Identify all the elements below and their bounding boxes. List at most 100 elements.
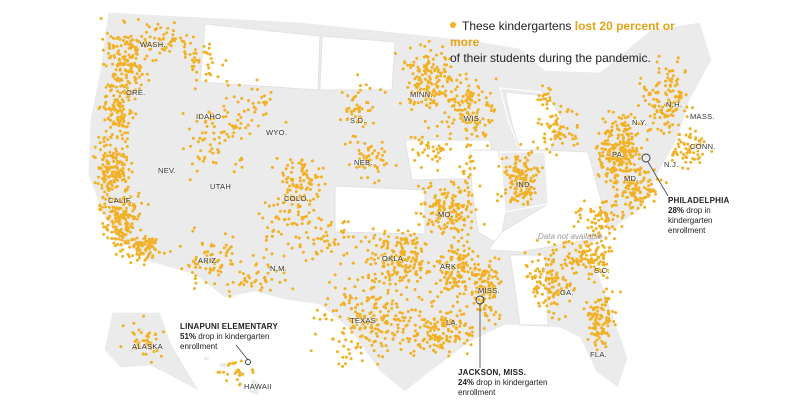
- school-dot: [524, 179, 528, 182]
- school-dot: [679, 91, 683, 95]
- school-dot: [562, 290, 566, 294]
- school-dot: [629, 206, 633, 210]
- school-dot: [432, 94, 436, 98]
- school-dot: [143, 242, 147, 246]
- school-dot: [549, 269, 553, 273]
- school-dot: [227, 135, 231, 139]
- school-dot: [122, 39, 125, 43]
- school-dot: [593, 341, 597, 344]
- school-dot: [665, 109, 669, 113]
- school-dot: [238, 373, 241, 377]
- school-dot: [427, 261, 430, 265]
- school-dot: [564, 278, 568, 282]
- school-dot: [276, 202, 280, 206]
- school-dot: [244, 126, 248, 130]
- school-dot: [545, 107, 549, 110]
- school-dot: [651, 121, 655, 125]
- school-dot: [461, 280, 465, 284]
- school-dot: [432, 264, 436, 268]
- school-dot: [135, 72, 139, 76]
- school-dot: [376, 297, 380, 301]
- school-dot: [488, 121, 492, 124]
- school-dot: [350, 112, 354, 116]
- school-dot: [617, 163, 621, 167]
- school-dot: [493, 108, 497, 112]
- school-dot: [109, 200, 113, 204]
- school-dot: [455, 94, 459, 98]
- school-dot: [646, 192, 650, 196]
- school-dot: [369, 330, 373, 334]
- school-dot: [577, 209, 581, 213]
- school-dot: [681, 156, 685, 160]
- school-dot: [232, 126, 236, 130]
- school-dot: [601, 263, 605, 267]
- school-dot: [466, 88, 470, 92]
- school-dot: [133, 46, 137, 50]
- school-dot: [116, 76, 120, 80]
- school-dot: [537, 286, 541, 290]
- school-dot: [101, 169, 105, 173]
- school-dot: [626, 115, 630, 119]
- school-dot: [408, 46, 412, 50]
- school-dot: [125, 197, 129, 201]
- school-dot: [451, 304, 455, 308]
- school-dot: [385, 258, 389, 262]
- school-dot: [126, 240, 130, 244]
- school-dot: [474, 208, 478, 212]
- school-dot: [669, 69, 673, 73]
- school-dot: [515, 182, 519, 186]
- school-dot: [377, 179, 381, 183]
- school-dot: [138, 248, 142, 252]
- school-dot: [467, 121, 471, 124]
- school-dot: [383, 150, 387, 154]
- school-dot: [462, 341, 466, 345]
- school-dot: [194, 51, 198, 55]
- school-dot: [604, 131, 607, 135]
- school-dot: [593, 333, 597, 337]
- school-dot: [194, 258, 198, 262]
- school-dot: [604, 147, 608, 151]
- school-dot: [112, 241, 116, 245]
- school-dot: [420, 135, 424, 139]
- school-dot: [109, 118, 113, 122]
- school-dot: [414, 260, 418, 264]
- school-dot: [649, 188, 652, 191]
- school-dot: [105, 193, 109, 196]
- school-dot: [684, 93, 688, 97]
- school-dot: [270, 165, 274, 169]
- callout-linapuni-rest1: drop in kindergarten: [196, 332, 270, 341]
- school-dot: [430, 220, 434, 224]
- school-dot: [513, 165, 517, 169]
- school-dot: [113, 199, 117, 203]
- school-dot: [113, 122, 117, 126]
- school-dot: [112, 36, 115, 40]
- school-dot: [155, 349, 159, 352]
- school-dot: [351, 134, 355, 138]
- legend-highlight: lost 20 percent or more: [450, 19, 675, 49]
- school-dot: [107, 162, 110, 166]
- school-dot: [388, 275, 392, 279]
- school-dot: [559, 263, 563, 267]
- school-dot: [354, 94, 358, 98]
- school-dot: [226, 83, 230, 87]
- school-dot: [484, 133, 488, 137]
- school-dot: [635, 149, 639, 153]
- school-dot: [639, 166, 643, 170]
- school-dot: [488, 265, 492, 269]
- school-dot: [563, 262, 567, 266]
- school-dot: [145, 43, 149, 47]
- school-dot: [131, 226, 135, 229]
- school-dot: [172, 29, 175, 33]
- school-dot: [630, 132, 634, 136]
- school-dot: [586, 258, 590, 262]
- school-dot: [510, 174, 514, 178]
- state-label-md: MD.: [624, 174, 639, 183]
- school-dot: [466, 252, 470, 256]
- school-dot: [310, 159, 314, 163]
- school-dot: [358, 315, 362, 319]
- school-dot: [111, 44, 115, 47]
- school-dot: [489, 289, 493, 293]
- school-dot: [218, 370, 222, 374]
- school-dot: [168, 49, 172, 53]
- school-dot: [593, 327, 597, 331]
